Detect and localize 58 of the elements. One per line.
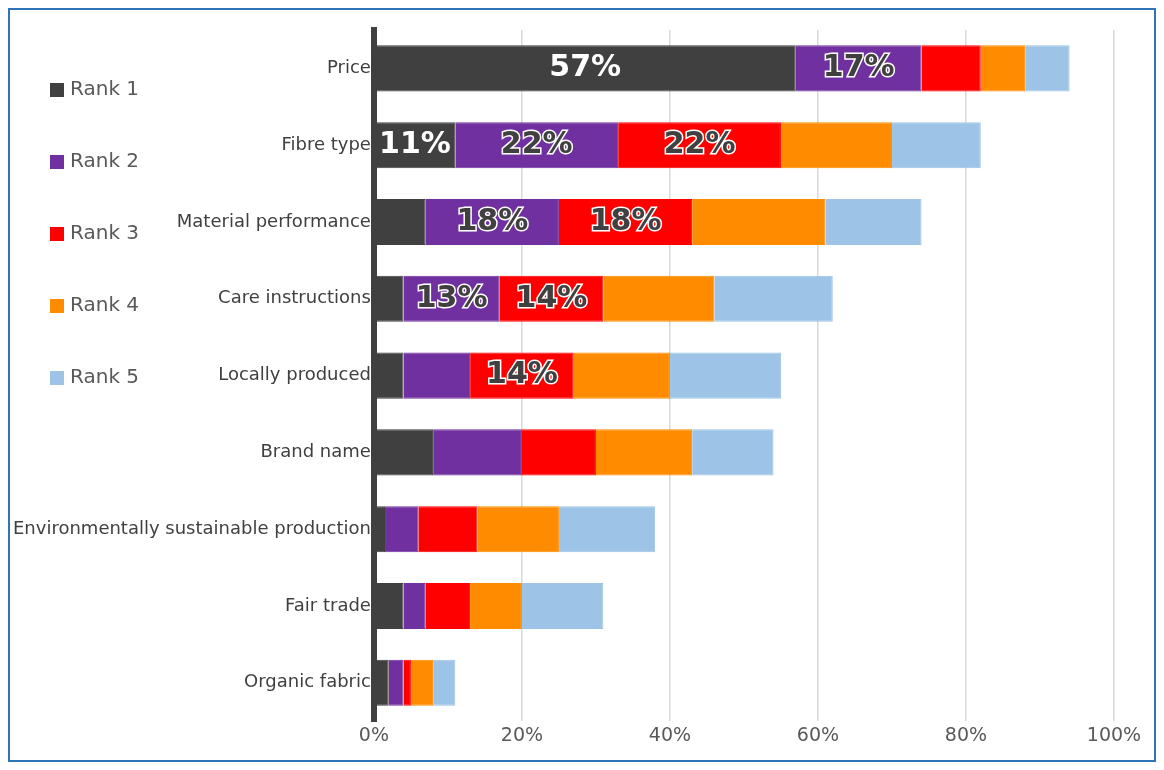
bar: [692, 198, 826, 246]
y-tick-label: Locally produced: [218, 363, 371, 385]
bar: [425, 582, 471, 630]
bar: [1025, 45, 1070, 92]
x-tick-label: 80%: [944, 722, 988, 745]
x-tick-label: 40%: [648, 722, 692, 745]
data-label: 11%: [379, 125, 451, 160]
y-tick-label: Price: [326, 56, 371, 78]
data-label: 18%: [589, 201, 662, 237]
legend-label: Rank 1: [70, 76, 140, 101]
bar: [980, 45, 1026, 92]
bar: [558, 506, 656, 553]
bar: [385, 506, 419, 553]
bar: [692, 429, 774, 476]
bar: [433, 659, 456, 706]
legend-label: Rank 2: [70, 148, 140, 173]
data-label: 14%: [515, 278, 588, 314]
y-tick-label: Organic fabric: [244, 670, 371, 692]
bar: [825, 198, 922, 246]
data-label: 18%: [456, 201, 529, 237]
y-tick-label: Fibre type: [281, 132, 371, 154]
bar: [521, 429, 596, 476]
bar: [714, 275, 833, 322]
data-label: 14%: [486, 355, 558, 391]
x-tick-label: 60%: [796, 722, 840, 745]
legend-label: Rank 5: [70, 364, 140, 389]
bar: [410, 659, 434, 706]
bar: [433, 429, 522, 476]
y-tick-label: Fair trade: [285, 593, 371, 615]
bar: [470, 582, 522, 630]
x-tick-label: 0%: [358, 722, 389, 745]
bar: [573, 352, 670, 399]
bar: [521, 582, 604, 630]
legend-label: Rank 3: [70, 220, 140, 245]
x-tick-label: 100%: [1086, 722, 1142, 745]
data-label: 57%: [549, 48, 622, 84]
bar: [403, 582, 426, 630]
data-label: 17%: [822, 48, 895, 84]
data-label: 13%: [415, 278, 488, 314]
y-tick-label: Brand name: [260, 440, 371, 462]
bar: [669, 352, 781, 399]
bar: [418, 506, 478, 553]
bar: [477, 506, 559, 553]
bar: [403, 352, 471, 399]
y-tick-label: Environmentally sustainable production: [12, 516, 371, 538]
bar: [891, 122, 981, 169]
legend-label: Rank 4: [70, 292, 140, 317]
bar: [595, 429, 693, 476]
y-tick-label: Material performance: [176, 209, 371, 231]
bar: [921, 45, 981, 92]
bar: [388, 659, 404, 706]
bar: [603, 275, 715, 322]
x-tick-label: 20%: [500, 722, 544, 745]
data-label: 22%: [663, 125, 736, 160]
y-tick-label: Care instructions: [218, 286, 371, 308]
data-label: 22%: [500, 125, 573, 160]
bar: [403, 659, 411, 706]
bar: [780, 122, 892, 169]
